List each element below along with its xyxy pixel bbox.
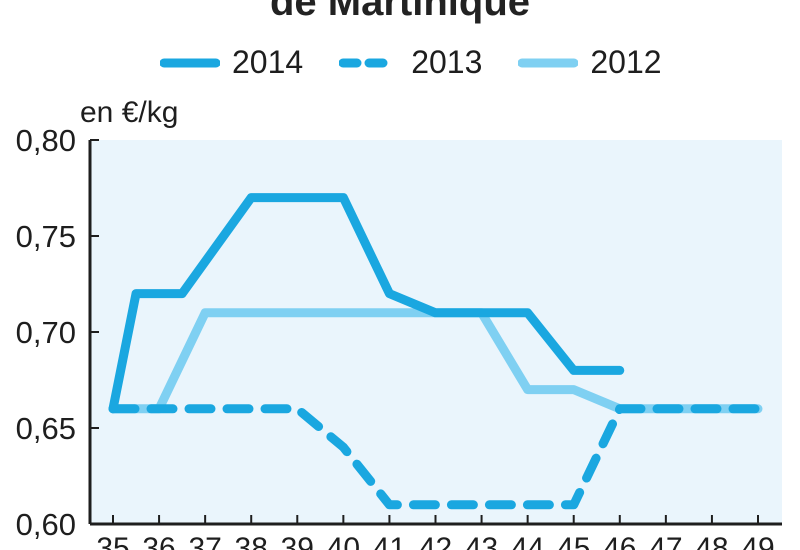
- series-line-2014: [108, 193, 625, 414]
- legend-label-2012: 2012: [590, 44, 662, 80]
- legend-item-2012: 2012: [518, 44, 662, 81]
- x-tick-label: 43: [465, 532, 498, 550]
- plot-area: [90, 140, 782, 524]
- x-tick-label: 41: [373, 532, 406, 550]
- x-tick-label: 46: [603, 532, 636, 550]
- y-tick-label: 0,70: [16, 315, 76, 350]
- y-tick-label: 0,65: [16, 411, 76, 446]
- y-tick-label: 0,60: [16, 507, 76, 542]
- x-tick-label: 36: [142, 532, 175, 550]
- legend-item-2014: 2014: [160, 44, 303, 81]
- y-tick-label: 0,80: [16, 123, 76, 158]
- legend-swatch-2014: [160, 58, 220, 67]
- legend-swatch-2012: [518, 58, 579, 67]
- x-tick-label: 37: [188, 532, 221, 550]
- legend-swatch-2013: [339, 58, 400, 67]
- x-tick-label: 47: [649, 532, 682, 550]
- legend-label-2014: 2014: [232, 44, 304, 80]
- y-axis-label: en €/kg: [80, 96, 179, 129]
- x-tick-label: 45: [557, 532, 590, 550]
- chart-title: de Martinique: [269, 0, 531, 24]
- x-tick-label: 49: [741, 532, 774, 550]
- x-tick-label: 40: [327, 532, 360, 550]
- legend-item-2013: 2013: [339, 44, 482, 81]
- x-tick-label: 42: [419, 532, 452, 550]
- x-tick-label: 38: [235, 532, 268, 550]
- y-tick-label: 0,75: [16, 219, 76, 254]
- x-tick-label: 35: [96, 532, 129, 550]
- x-tick-label: 39: [281, 532, 314, 550]
- chart-legend: 2014 2013 2012: [160, 44, 698, 81]
- x-tick-label: 44: [511, 532, 544, 550]
- series-line-2013: [108, 404, 763, 510]
- legend-label-2013: 2013: [411, 44, 483, 80]
- x-tick-label: 48: [695, 532, 728, 550]
